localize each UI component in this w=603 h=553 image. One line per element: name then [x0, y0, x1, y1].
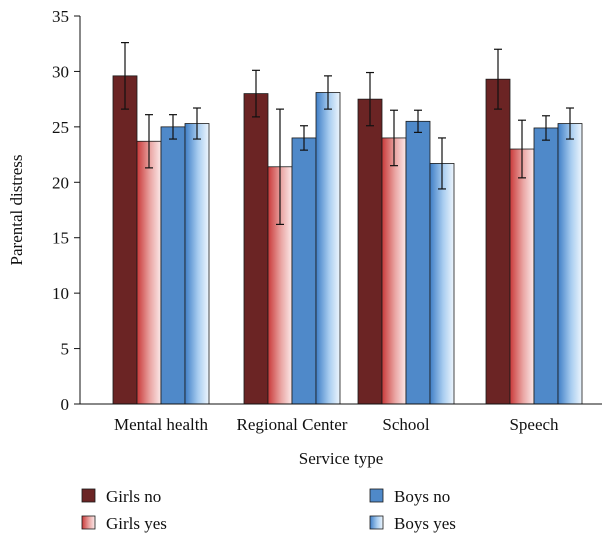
error-bar-girls-yes-regional-center: [276, 108, 284, 226]
legend-label-boys-no: Boys no: [394, 487, 450, 506]
bar-boys-no-school: [405, 120, 431, 405]
x-tick-labels: Mental health Regional Center School Speech: [114, 415, 559, 434]
y-axis-title: Parental distress: [7, 155, 26, 266]
bar-boys-yes-mental-health: [184, 123, 210, 405]
x-axis-title: Service type: [299, 449, 384, 468]
y-tick-label: 10: [52, 284, 69, 303]
error-bar-girls-no-mental-health: [121, 42, 129, 110]
y-ticks: 0 5 10 15 20 25 30 35: [52, 7, 80, 414]
x-tick-label-regional-center: Regional Center: [237, 415, 348, 434]
bar-boys-no-regional-center: [291, 137, 317, 405]
bar-girls-no-school: [357, 98, 383, 405]
bar-girls-yes-mental-health: [136, 140, 162, 405]
bars: [112, 75, 583, 405]
y-tick-label: 0: [61, 395, 70, 414]
legend-item-girls-yes: Girls yes: [81, 514, 167, 533]
y-tick-label: 30: [52, 62, 69, 81]
error-bars: [121, 42, 574, 226]
error-bar-boys-no-school: [414, 109, 422, 133]
legend-swatch-girls-yes: [81, 515, 96, 530]
bar-girls-no-mental-health: [112, 75, 138, 405]
bar-boys-no-mental-health: [160, 126, 186, 405]
bar-girls-no-speech: [485, 78, 511, 405]
error-bar-boys-yes-mental-health: [193, 107, 201, 140]
x-tick-label-mental-health: Mental health: [114, 415, 208, 434]
bar-girls-yes-speech: [509, 148, 535, 405]
legend-swatch-boys-no: [369, 488, 384, 503]
error-bar-boys-yes-regional-center: [324, 75, 332, 110]
bar-boys-yes-speech: [557, 123, 583, 405]
y-tick-label: 5: [61, 340, 70, 359]
legend: Girls no Girls yes Boys no Boys yes: [81, 487, 456, 533]
legend-item-boys-yes: Boys yes: [369, 514, 456, 533]
bar-girls-no-regional-center: [243, 93, 269, 405]
error-bar-girls-no-regional-center: [252, 69, 260, 118]
error-bar-boys-yes-speech: [566, 107, 574, 140]
legend-label-girls-no: Girls no: [106, 487, 161, 506]
error-bar-girls-no-school: [366, 71, 374, 127]
error-bar-boys-no-mental-health: [169, 114, 177, 140]
bar-girls-yes-school: [381, 137, 407, 405]
legend-swatch-girls-no: [81, 488, 96, 503]
y-tick-label: 35: [52, 7, 69, 26]
error-bar-boys-yes-school: [438, 137, 446, 190]
legend-item-girls-no: Girls no: [81, 487, 161, 506]
legend-swatch-boys-yes: [369, 515, 384, 530]
bar-boys-no-speech: [533, 127, 559, 405]
bar-boys-yes-regional-center: [315, 92, 341, 405]
x-tick-label-speech: Speech: [509, 415, 559, 434]
error-bar-girls-yes-school: [390, 109, 398, 167]
y-tick-label: 15: [52, 229, 69, 248]
error-bar-girls-no-speech: [494, 48, 502, 110]
y-tick-label: 20: [52, 173, 69, 192]
y-tick-label: 25: [52, 118, 69, 137]
error-bar-girls-yes-speech: [518, 119, 526, 179]
error-bar-boys-no-regional-center: [300, 125, 308, 151]
error-bar-boys-no-speech: [542, 115, 550, 141]
legend-item-boys-no: Boys no: [369, 487, 450, 506]
bar-boys-yes-school: [429, 163, 455, 405]
error-bar-girls-yes-mental-health: [145, 114, 153, 169]
legend-label-boys-yes: Boys yes: [394, 514, 456, 533]
x-tick-label-school: School: [382, 415, 430, 434]
legend-label-girls-yes: Girls yes: [106, 514, 167, 533]
